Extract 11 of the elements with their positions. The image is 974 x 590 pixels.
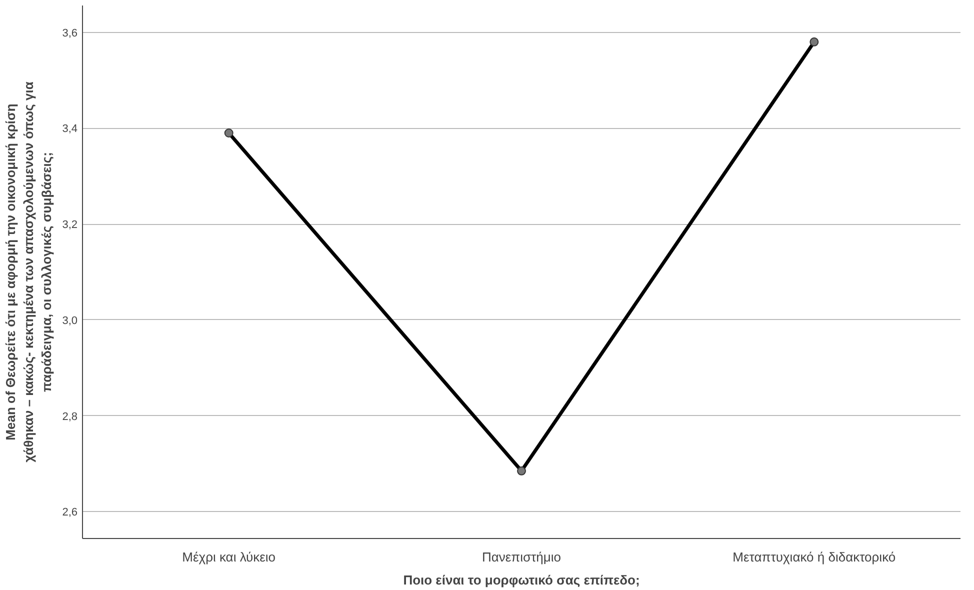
y-tick-label: 3,6 (62, 27, 78, 40)
x-tick-label: Μέχρι και λύκειο (182, 550, 276, 564)
x-tick-label: Μεταπτυχιακό ή διδακτορικό (732, 550, 896, 564)
y-tick-label: 2,6 (62, 506, 78, 519)
y-axis-title: Mean of Θεωρείτε ότι με αφορμή την οικονομική κρίση χάθηκαν – κακώς- κεκτημένα των απασχολούμενων όπως για παράδειγμα, οι συλλογικές συμβάσεις; (3, 82, 54, 462)
y-tick-label: 3,0 (62, 314, 78, 327)
y-tick-label: 3,4 (62, 123, 78, 136)
x-tick-label: Πανεπιστήμιο (482, 550, 562, 564)
x-axis-title: Ποιο είναι το μορφωτικό σας επίπεδο; (403, 572, 640, 588)
y-tick-label: 3,2 (62, 219, 78, 232)
y-tick-label: 2,8 (62, 410, 78, 423)
